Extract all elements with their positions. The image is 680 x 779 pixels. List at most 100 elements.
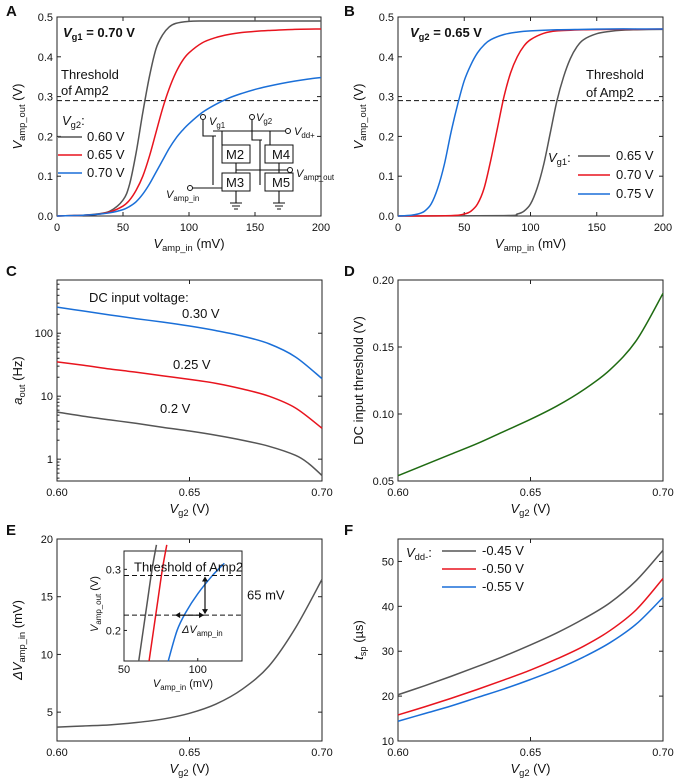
panel-c-ylabel: aout (Hz) xyxy=(10,356,27,404)
vin-label: Vamp_in xyxy=(166,189,199,203)
panel-a-ytick-label: 0.5 xyxy=(38,12,53,24)
panel-d: D 0.60 0.65 0.70 0.05 0.10 0.15 0.20 Vg2 (V) DC i… xyxy=(344,263,674,518)
panel-b-xtick-label: 150 xyxy=(588,222,606,234)
vg1-label-main: V xyxy=(209,116,218,128)
panel-b-ylabel: Vamp_out (V) xyxy=(351,84,368,150)
panel-c-ytick-label: 10 xyxy=(41,391,53,403)
circuit-wires-mid xyxy=(212,136,288,185)
panel-f-ylabel-main: t xyxy=(351,655,366,660)
panel-f-series-line-1 xyxy=(397,549,664,696)
panel-d-letter: D xyxy=(344,263,355,280)
panel-c-xtick-label: 0.70 xyxy=(311,487,332,499)
panel-b-xtick-label: 50 xyxy=(458,222,470,234)
panel-b-series-line-1 xyxy=(397,28,664,217)
panel-b-letter: B xyxy=(344,3,355,20)
vout-label: Vamp_out xyxy=(296,168,335,182)
panel-a: A 0 50 100 150 200 0.0 0.1 0.2 0.3 0.4 0.5 Vamp_in (… xyxy=(6,3,335,253)
panel-b-ytick-label: 0.3 xyxy=(379,92,394,104)
panel-a-threshold-label-1: Threshold xyxy=(61,67,119,82)
panel-b-ytick-label: 0.1 xyxy=(379,171,394,183)
panel-f-xlabel-tail: (V) xyxy=(530,761,551,776)
panel-a-threshold-label-2: of Amp2 xyxy=(61,83,109,98)
circuit-wires-bottom xyxy=(190,187,285,210)
panel-e-inset-xtick-label: 50 xyxy=(118,664,130,676)
panel-c-series-line-2 xyxy=(56,361,323,429)
panel-b-ytick-label: 0.0 xyxy=(379,211,394,223)
panel-e-inset-xlabel-tail: (mV) xyxy=(186,678,213,690)
panel-a-xtick-label: 150 xyxy=(246,222,264,234)
panel-f: F 0.60 0.65 0.70 10 20 30 40 50 Vg2 (V) tsp (µs) Vd… xyxy=(344,522,674,778)
panel-b-title-main: V xyxy=(410,25,420,40)
panel-f-legend-title-sub: dd- xyxy=(415,552,429,562)
panel-e-xlabel: Vg2 (V) xyxy=(169,761,209,778)
panel-b-legend-title-sub: g1 xyxy=(557,157,567,167)
panel-b-legend-title-main: V xyxy=(548,150,558,165)
panel-a-legend-title-tail: : xyxy=(81,113,85,128)
m2-label: M2 xyxy=(226,147,244,162)
panel-e-series-line-1 xyxy=(56,579,323,728)
panel-f-ylabel: tsp (µs) xyxy=(351,620,368,660)
panel-f-series-line-2 xyxy=(397,578,664,716)
panel-e-ytick-label: 15 xyxy=(41,592,53,604)
panel-f-legend-label: -0.50 V xyxy=(482,561,524,576)
vout-label-sub: amp_out xyxy=(303,173,335,182)
panel-a-legend-title-sub: g2 xyxy=(71,120,81,130)
panel-d-ytick-label: 0.10 xyxy=(373,409,394,421)
panel-b-legend-label: 0.70 V xyxy=(616,167,654,182)
panel-e-xlabel-main: V xyxy=(169,761,179,776)
vg1-label-sub: g1 xyxy=(216,121,225,130)
vg2-label-main: V xyxy=(256,112,265,124)
panel-e-ylabel: ΔVamp_in (mV) xyxy=(10,600,27,681)
panel-c-ytick-label: 100 xyxy=(35,328,53,340)
panel-c-ytick-label: 1 xyxy=(47,454,53,466)
panel-e-inset-xtick-label: 100 xyxy=(189,664,207,676)
panel-d-series-line-1 xyxy=(397,293,664,477)
vg2-terminal xyxy=(249,114,255,120)
panel-e-inset-ylabel-sub: amp_out xyxy=(94,593,103,625)
panel-e-xtick-label: 0.65 xyxy=(179,747,200,759)
panel-c-series-line-3 xyxy=(56,411,323,477)
panel-c-xlabel-sub: g2 xyxy=(178,508,188,518)
panel-a-xlabel-main: V xyxy=(153,236,163,251)
panel-b-xtick-label: 100 xyxy=(521,222,539,234)
panel-e-ytick-label: 20 xyxy=(41,534,53,546)
panel-d-xlabel-sub: g2 xyxy=(519,508,529,518)
panel-b-xlabel: Vamp_in (mV) xyxy=(495,236,566,253)
panel-e-inset-ytick-label: 0.2 xyxy=(106,625,121,637)
panel-e-xtick-label: 0.70 xyxy=(311,747,332,759)
panel-c-series-label: 0.30 V xyxy=(182,306,220,321)
panel-a-ytick-label: 0.4 xyxy=(38,52,53,64)
panel-f-ytick-label: 40 xyxy=(382,601,394,613)
panel-a-title-tail: = 0.70 V xyxy=(83,25,136,40)
panel-d-xtick-label: 0.65 xyxy=(520,487,541,499)
panel-b-threshold-label-2: of Amp2 xyxy=(586,85,634,100)
vdd-label: Vdd+ xyxy=(294,126,315,140)
panel-f-letter: F xyxy=(344,522,353,539)
panel-b-xtick-label: 0 xyxy=(395,222,401,234)
panel-b-ytick-label: 0.5 xyxy=(379,12,394,24)
panel-f-xtick-label: 0.65 xyxy=(520,747,541,759)
panel-d-ylabel: DC input threshold (V) xyxy=(351,316,366,445)
panel-f-ytick-label: 30 xyxy=(382,646,394,658)
panel-e-ylabel-sub: amp_in xyxy=(17,632,27,663)
panel-c-xtick-label: 0.65 xyxy=(179,487,200,499)
panel-a-xlabel-tail: (mV) xyxy=(193,236,225,251)
circuit-wires-top xyxy=(202,120,286,145)
vout-label-main: V xyxy=(296,168,305,180)
panel-e-xlabel-sub: g2 xyxy=(178,768,188,778)
vdd-label-main: V xyxy=(294,126,303,138)
panel-b-ytick-label: 0.4 xyxy=(379,52,394,64)
panel-e-inset-xlabel: Vamp_in (mV) xyxy=(153,678,213,692)
panel-b: B 0 50 100 150 200 0.0 0.1 0.2 0.3 0.4 0.5 Vamp_in (… xyxy=(344,3,672,253)
m4-label: M4 xyxy=(272,147,290,162)
panel-e-xtick-label: 0.60 xyxy=(46,747,67,759)
panel-a-xlabel-sub: amp_in xyxy=(162,243,193,253)
panel-e-inset-xlabel-main: V xyxy=(153,678,162,690)
panel-c-ylabel-tail: (Hz) xyxy=(10,356,25,384)
panel-e-inset-frame xyxy=(123,550,243,662)
vdd-terminal xyxy=(285,128,291,134)
panel-a-ytick-label: 0.2 xyxy=(38,131,53,143)
panel-c-xtick-label: 0.60 xyxy=(46,487,67,499)
